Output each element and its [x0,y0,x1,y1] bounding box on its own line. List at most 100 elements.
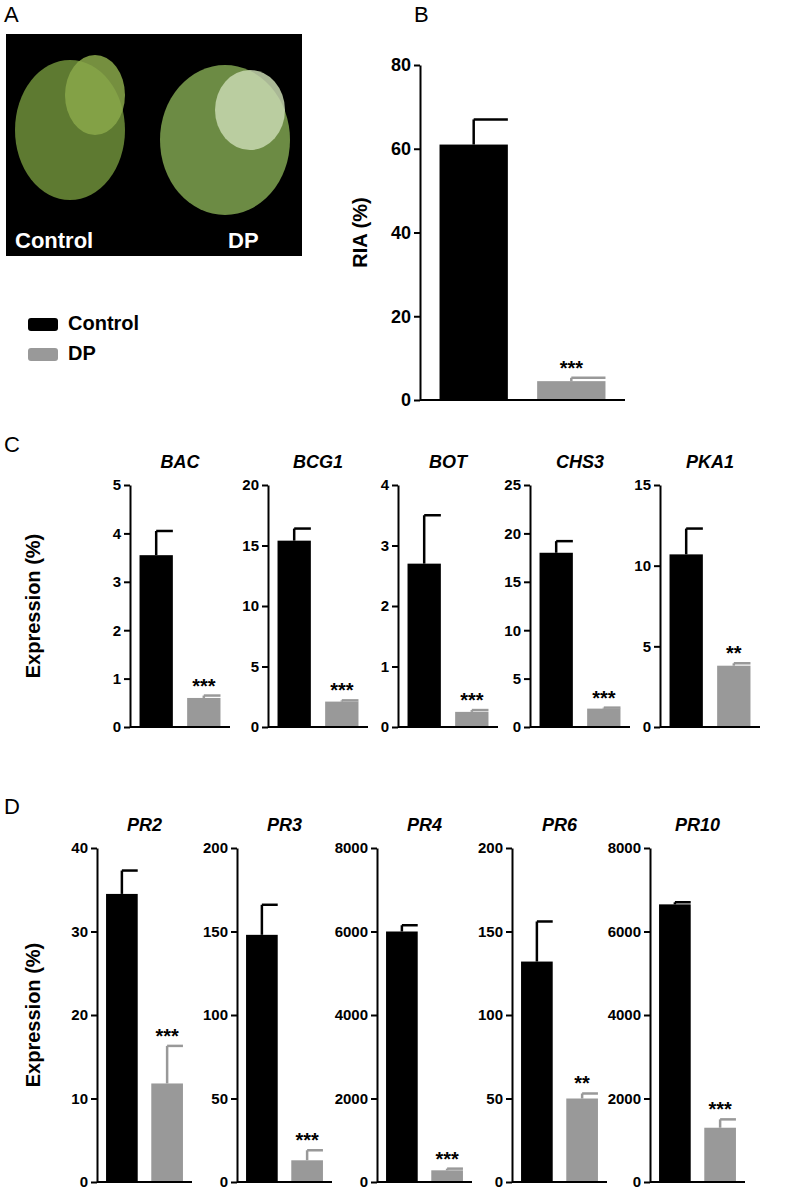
y-tick: 2000 [608,1090,650,1107]
y-tick-mark [506,848,512,850]
y-tick-mark [124,727,130,729]
error-cap [402,924,418,927]
y-tick-mark [124,533,130,535]
y-tick-label: 10 [71,1090,88,1107]
y-tick: 6000 [335,923,377,940]
y-tick-label: 5 [251,658,259,675]
y-tick-label: 3 [113,573,121,590]
error-bar [556,541,573,553]
y-tick-mark [371,1015,377,1017]
y-tick-label: 10 [634,557,651,574]
bar [291,1160,323,1182]
y-tick-mark [91,1015,97,1017]
y-tick: 15 [242,537,268,554]
bar [246,935,278,1182]
x-axis-line [660,726,760,728]
significance: *** [708,1098,732,1120]
bar [140,555,173,727]
error-cap [294,527,311,530]
y-tick: 50 [211,1090,237,1107]
y-tick: 0 [633,1173,650,1190]
y-axis: 02000400060008000 [608,839,651,1190]
y-tick: 150 [203,923,237,940]
y-tick-label: 80 [391,55,411,75]
bar [386,932,418,1183]
y-tick-mark [231,931,237,933]
photo-label: DP [228,228,259,253]
chart-title: PR2 [127,815,162,835]
y-tick-mark [371,1182,377,1184]
y-tick-label: 2000 [608,1090,641,1107]
y-axis: 020406080 [391,55,421,410]
chart-title: CHS3 [556,452,604,472]
chart: ***010203040PR2 [71,815,192,1190]
y-tick-label: 0 [80,1173,88,1190]
y-tick-mark [124,630,130,632]
y-tick-mark [524,533,530,535]
y-tick-mark [654,485,660,487]
y-tick-mark [644,1015,650,1017]
bar [151,1083,183,1182]
y-tick-label: 10 [504,622,521,639]
y-tick-label: 8000 [608,839,641,856]
y-tick: 20 [242,476,268,493]
y-tick-mark [371,1098,377,1100]
y-tick-label: 200 [203,839,228,856]
bar [670,554,703,727]
y-tick: 100 [203,1006,237,1023]
y-tick: 5 [251,658,268,675]
y-tick-label: 50 [486,1090,503,1107]
error-bar [167,1046,183,1084]
chart: ***0510152025CHS3 [504,452,630,735]
plot-area [106,871,183,1182]
y-tick-label: 60 [391,139,411,159]
y-tick: 5 [113,476,130,493]
y-tick: 4000 [608,1006,650,1023]
y-tick-mark [524,678,530,680]
y-tick: 0 [220,1173,237,1190]
y-tick-mark [392,545,398,547]
y-tick: 3 [381,537,398,554]
y-tick-mark [371,848,377,850]
y-tick: 10 [71,1090,97,1107]
y-tick-mark [91,1098,97,1100]
y-tick-mark [506,931,512,933]
y-tick-label: 40 [71,839,88,856]
y-tick-label: 20 [71,1006,88,1023]
bar [659,904,691,1182]
y-tick-label: 100 [478,1006,503,1023]
y-tick-mark [262,606,268,608]
y-tick-mark [506,1098,512,1100]
photo [6,34,302,256]
y-tick-label: 0 [251,718,259,735]
y-tick: 4000 [335,1006,377,1023]
y-axis: 010203040 [71,839,97,1190]
error-bar [307,1150,323,1160]
y-tick-mark [506,1182,512,1184]
plant [65,55,125,135]
y-tick-label: 0 [633,1173,641,1190]
y-tick-mark [392,727,398,729]
panel-label: C [4,432,20,457]
y-tick-mark [654,565,660,567]
chart: ***05101520BCG1 [242,452,368,735]
error-line [719,1119,722,1127]
significance: ** [726,642,742,664]
y-tick-label: 10 [242,597,259,614]
y-tick: 40 [391,223,420,243]
significance: *** [560,357,584,379]
error-line [155,531,158,555]
y-tick-label: 4000 [608,1006,641,1023]
y-tick-mark [231,1182,237,1184]
y-tick-mark [231,848,237,850]
y-tick-mark [392,666,398,668]
y-axis: 0 5 10 15 20 [242,476,268,735]
panel-label: A [4,2,19,27]
y-axis-line [530,486,532,728]
significance: *** [192,675,216,697]
plot-area [140,531,221,727]
plot-area [440,119,606,400]
y-tick: 8000 [335,839,377,856]
y-tick-mark [644,1098,650,1100]
x-axis-line [530,726,630,728]
